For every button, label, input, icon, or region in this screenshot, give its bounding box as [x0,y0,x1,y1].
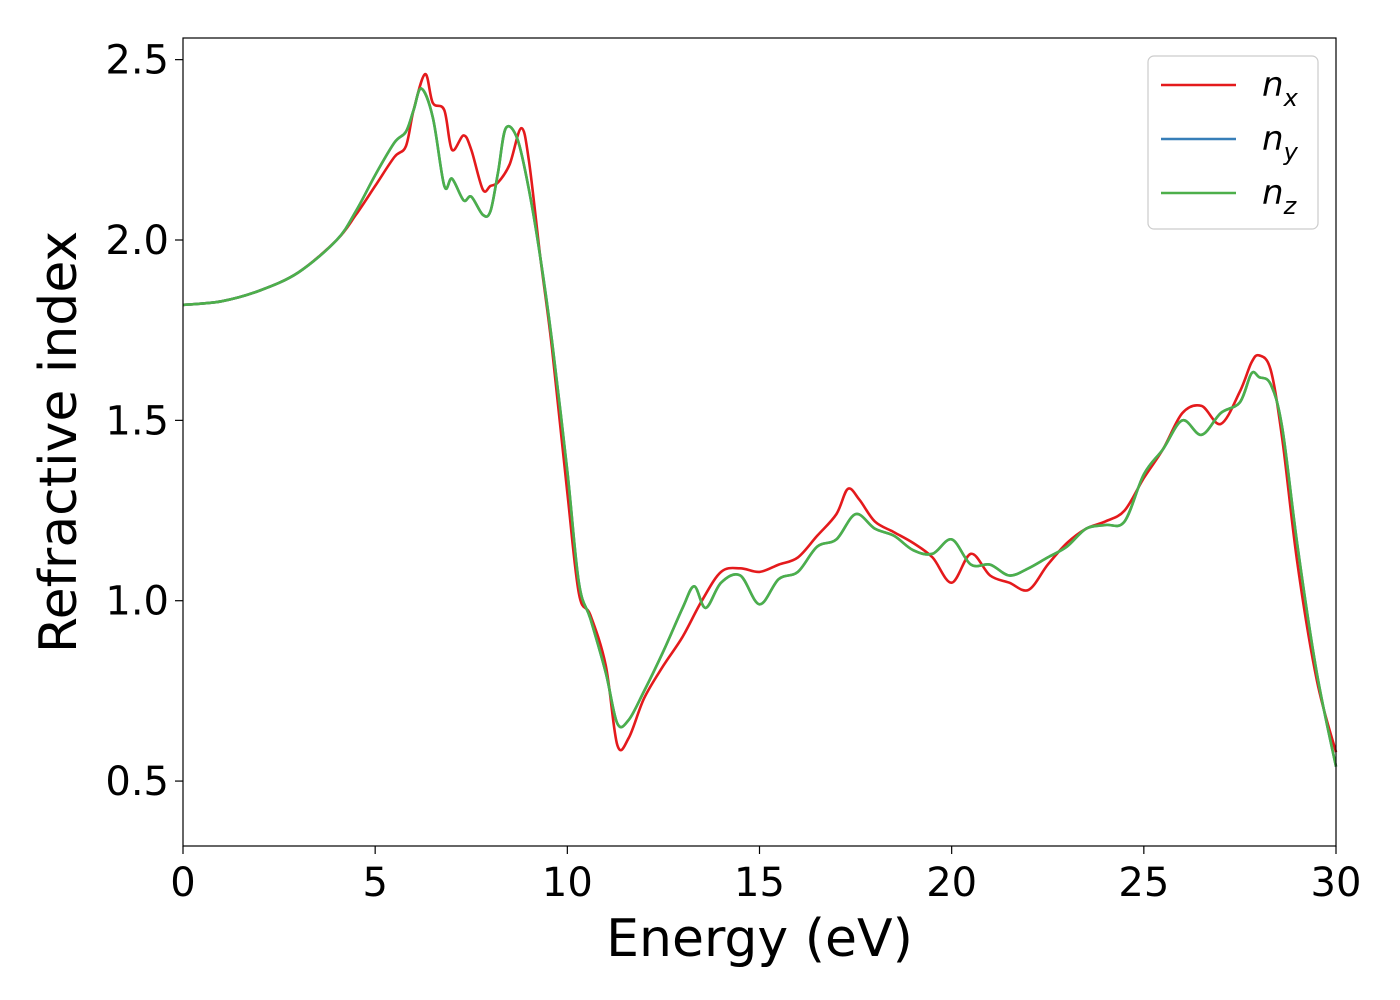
legend-label-n_y: ny [1262,119,1299,166]
legend-label-sub: z [1283,192,1298,220]
legend-label-main: n [1262,119,1284,159]
series-layer [182,72,1338,767]
y-tick-label: 2.0 [105,218,169,264]
y-tick-label: 1.5 [105,398,169,444]
x-tick-label: 30 [1311,860,1362,906]
legend-label-sub: x [1283,84,1299,112]
x-tick-label: 15 [734,860,785,906]
legend-box [1147,55,1319,230]
legend-label-n_z: nz [1262,173,1298,220]
y-axis-ticks: 0.5 1.0 1.5 2.0 2.5 [105,38,183,805]
plot-frame [182,37,1337,847]
legend-label-main: n [1262,65,1284,105]
x-axis-ticks: 0 5 10 15 20 25 30 [170,846,1361,906]
x-axis-label: Energy (eV) [606,909,913,969]
x-tick-label: 25 [1118,860,1169,906]
x-tick-label: 20 [926,860,977,906]
y-tick-label: 2.5 [105,38,169,84]
x-tick-label: 5 [362,860,387,906]
series-line-n_z [182,87,1338,767]
legend-label-n_x: nx [1262,65,1299,112]
x-tick-label: 0 [170,860,195,906]
y-tick-label: 1.0 [105,579,169,625]
legend-label-sub: y [1283,138,1299,166]
y-tick-label: 0.5 [105,759,169,805]
y-axis-label: Refractive index [29,231,89,653]
legend-label-main: n [1262,173,1284,213]
x-tick-label: 10 [542,860,593,906]
